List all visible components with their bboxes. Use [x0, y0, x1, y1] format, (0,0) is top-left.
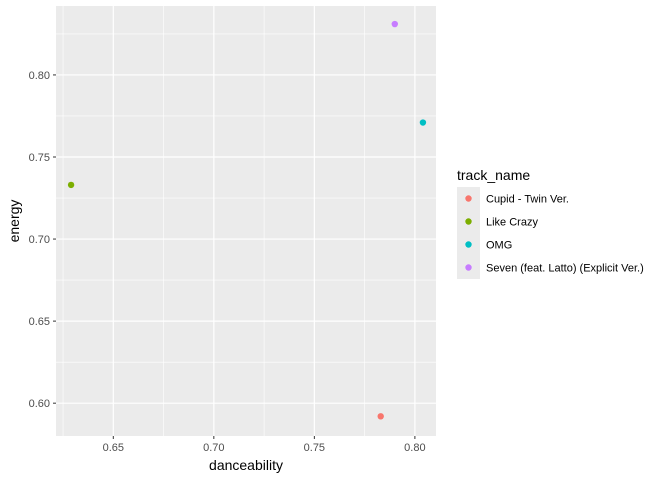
x-axis-title: danceability: [209, 457, 283, 473]
legend-label: Like Crazy: [486, 217, 538, 229]
y-tick-label: 0.70: [29, 234, 50, 246]
y-tick-label: 0.60: [29, 398, 50, 410]
x-tick-label: 0.65: [103, 442, 124, 454]
legend-label: Cupid - Twin Ver.: [486, 194, 569, 206]
minor-gridlines: [56, 6, 436, 436]
x-tick-label: 0.80: [404, 442, 425, 454]
legend-marker: [465, 241, 472, 248]
major-gridlines: [56, 6, 436, 436]
y-tick-label: 0.65: [29, 316, 50, 328]
x-tick-label: 0.70: [203, 442, 224, 454]
y-tick-label: 0.75: [29, 152, 50, 164]
x-tick-label: 0.75: [304, 442, 325, 454]
y-axis: 0.60 0.65 0.70 0.75 0.80: [29, 70, 56, 410]
data-point: [377, 413, 384, 420]
y-tick-label: 0.80: [29, 70, 50, 82]
plot-panel: [56, 6, 436, 436]
data-point: [67, 181, 75, 189]
y-axis-title: energy: [6, 200, 22, 243]
legend-marker: [465, 195, 472, 202]
data-point: [419, 119, 427, 126]
legend-title: track_name: [457, 167, 530, 183]
data-point: [391, 20, 398, 28]
legend-marker: [465, 218, 472, 225]
legend-label: OMG: [486, 240, 512, 252]
data-points: [67, 20, 427, 420]
legend-label: Seven (feat. Latto) (Explicit Ver.): [486, 263, 644, 275]
legend-items: Cupid - Twin Ver. Like Crazy OMG Seven (fea…: [457, 187, 644, 279]
legend: track_name Cupid - Twin Ver. Like Crazy OM…: [457, 167, 644, 279]
x-axis: 0.65 0.70 0.75 0.80: [103, 436, 426, 454]
legend-marker: [465, 264, 472, 271]
